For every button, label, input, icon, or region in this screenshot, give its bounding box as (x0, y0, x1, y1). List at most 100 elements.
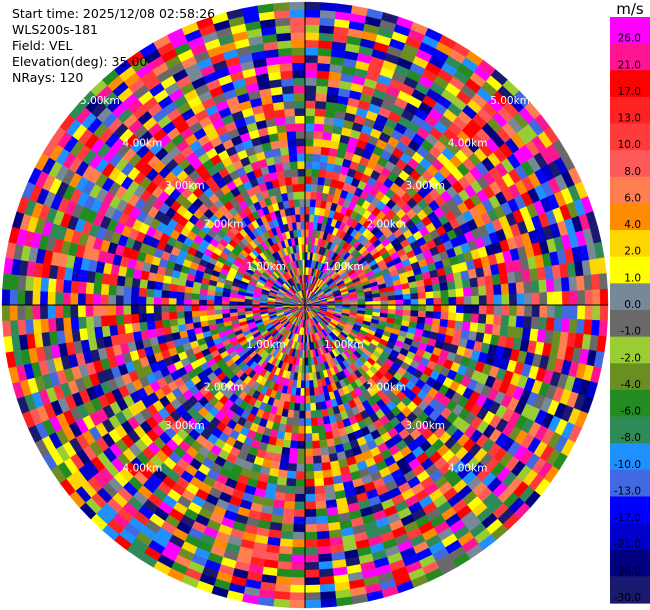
velocity-gate (402, 288, 411, 295)
velocity-gate (553, 277, 563, 293)
velocity-gate (289, 161, 299, 170)
range-ring-label: 3.00km (165, 180, 205, 192)
velocity-gate (425, 298, 434, 306)
velocity-gate (304, 77, 318, 86)
velocity-gate (85, 281, 95, 295)
velocity-gate (291, 425, 299, 434)
velocity-gate (32, 318, 42, 334)
velocity-gate (290, 168, 299, 178)
velocity-gate (583, 319, 593, 336)
colorbar-tick-label: 1.0 (624, 272, 641, 284)
velocity-gate (425, 291, 434, 299)
velocity-gate (317, 47, 333, 57)
velocity-gate (62, 279, 72, 293)
velocity-gate (309, 402, 317, 412)
range-ring-label: 2.00km (366, 219, 406, 231)
velocity-gate (418, 304, 427, 312)
velocity-gate (304, 433, 313, 442)
velocity-gate (409, 287, 419, 295)
velocity-gate (321, 139, 332, 149)
velocity-gate (70, 280, 80, 294)
velocity-gate (275, 24, 291, 35)
velocity-gate (9, 273, 19, 291)
velocity-gate (394, 289, 404, 296)
velocity-gates (1, 1, 609, 609)
velocity-gate (298, 176, 306, 185)
velocity-gate (214, 309, 223, 315)
velocity-gate (478, 304, 488, 315)
velocity-gate (198, 304, 207, 311)
velocity-gate (317, 538, 331, 548)
velocity-gate (313, 470, 324, 480)
velocity-gate (295, 130, 306, 139)
velocity-gate (314, 394, 321, 404)
velocity-gate (290, 577, 306, 586)
velocity-gate (221, 308, 230, 314)
velocity-gate (85, 315, 95, 329)
velocity-gate (131, 277, 141, 288)
velocity-gate (484, 275, 494, 287)
range-ring-label: 1.00km (324, 261, 364, 273)
velocity-gate (278, 545, 293, 555)
velocity-gate (323, 116, 335, 126)
velocity-gate (198, 293, 208, 301)
velocity-gate (417, 310, 427, 318)
velocity-gate (456, 304, 465, 314)
velocity-gate (553, 317, 563, 333)
velocity-gate (403, 304, 412, 311)
velocity-gate (372, 300, 381, 306)
velocity-gate (304, 145, 314, 154)
velocity-gate (312, 145, 322, 155)
velocity-gate (304, 546, 319, 556)
velocity-gate (298, 418, 306, 427)
elevation-text: Elevation(deg): 35.00 (12, 54, 148, 69)
velocity-gate (316, 523, 329, 533)
velocity-gate (299, 198, 306, 207)
velocity-gate (289, 592, 306, 601)
range-ring-label: 2.00km (366, 381, 406, 393)
velocity-gate (599, 304, 609, 322)
velocity-gate (304, 592, 321, 601)
velocity-gate (17, 319, 27, 336)
velocity-gate (277, 553, 293, 563)
velocity-gate (314, 108, 326, 117)
colorbar-tick-label: -8.0 (621, 432, 642, 444)
velocity-gate (294, 115, 306, 124)
velocity-gate (304, 456, 314, 465)
velocity-gate (304, 486, 316, 495)
velocity-gate (317, 62, 331, 72)
velocity-gate (284, 108, 296, 117)
velocity-gate (372, 296, 381, 302)
velocity-gate (478, 295, 488, 306)
velocity-gate (395, 304, 404, 311)
velocity-gate (139, 321, 149, 332)
velocity-gate (462, 313, 472, 323)
velocity-gate (319, 439, 328, 449)
velocity-gate (317, 553, 333, 563)
velocity-gate (290, 561, 306, 571)
velocity-gate (304, 569, 320, 578)
velocity-gate (69, 304, 79, 318)
velocity-gate (315, 402, 322, 411)
velocity-gate (309, 387, 315, 396)
velocity-gate (294, 493, 306, 503)
velocity-gate (304, 509, 317, 518)
velocity-gate (304, 122, 315, 132)
velocity-gate (299, 206, 306, 215)
velocity-gate (365, 301, 374, 306)
velocity-gate (276, 123, 288, 134)
velocity-gate (583, 274, 593, 291)
velocity-gate (395, 299, 404, 306)
velocity-gate (292, 191, 300, 200)
velocity-gate (176, 304, 185, 312)
velocity-gate (298, 183, 306, 192)
velocity-gate (322, 123, 334, 134)
velocity-gate (523, 281, 533, 294)
velocity-gate (293, 509, 306, 518)
velocity-gate (176, 298, 185, 306)
range-ring-label: 4.00km (123, 463, 163, 475)
velocity-gate (123, 276, 134, 288)
velocity-gate (275, 116, 287, 126)
start-time-text: Start time: 2025/12/08 02:58:26 (12, 6, 216, 21)
